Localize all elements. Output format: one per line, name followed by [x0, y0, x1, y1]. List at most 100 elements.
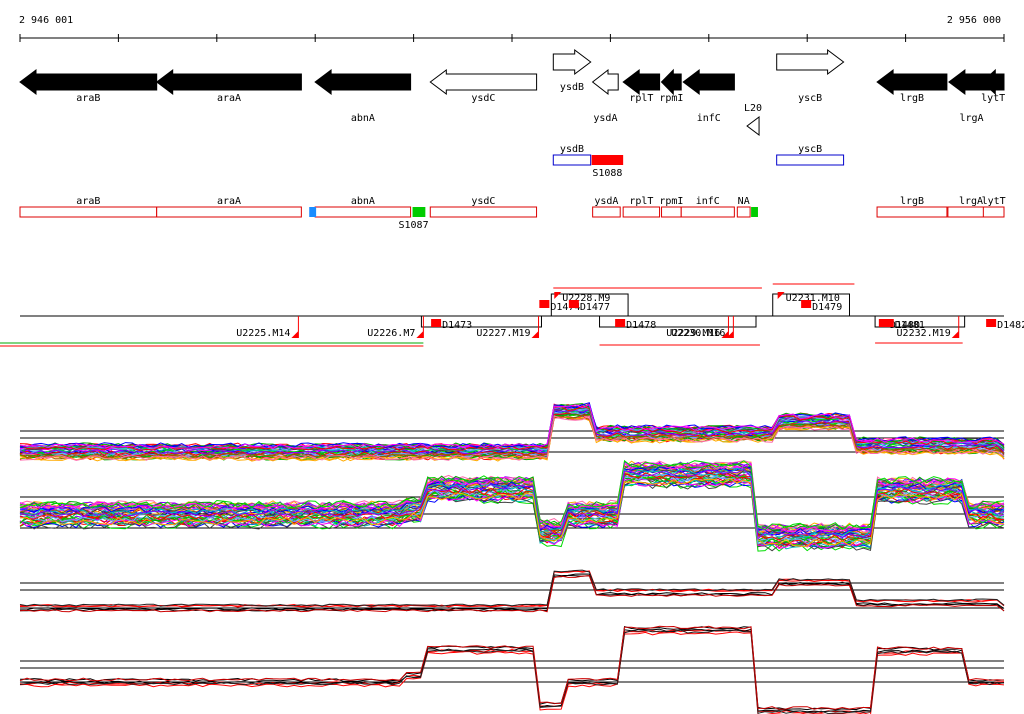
d-label-D1481: D1481	[895, 320, 925, 331]
segment-label-U2228.M9: U2228.M9	[562, 293, 610, 304]
gene-label-infC: infC	[697, 113, 721, 124]
gene-annotation-track: araB araA abnA ysdC ysdB ysdA rplT rpmI infC yscB…	[19, 49, 1005, 124]
d-marker	[986, 319, 997, 327]
d-marker	[568, 300, 579, 308]
gene-arrow	[876, 69, 948, 95]
segment-label-U2230.M16: U2230.M16	[671, 328, 725, 339]
gene-arrow	[660, 68, 682, 96]
segment-label-U2232.M19: U2232.M19	[897, 328, 951, 339]
transcript-label-abnA: abnA	[351, 196, 375, 207]
segment-triangle	[291, 331, 299, 338]
profile-line	[19, 480, 1005, 552]
transcript-label-NA: NA	[738, 196, 750, 207]
gene-rpmI	[660, 68, 682, 96]
gene-ysdA	[591, 68, 619, 96]
predicted-label-ysdB: ysdB	[560, 144, 584, 155]
gene-rplT	[622, 69, 661, 95]
gene-arrow	[155, 69, 302, 95]
predicted-fill-label: S1088	[592, 168, 622, 179]
d-label-D1479: D1479	[812, 302, 842, 313]
d-marker	[615, 319, 626, 327]
predicted-operon-track: ysdB yscB S1088	[552, 144, 845, 179]
segment-step	[420, 316, 542, 328]
transcript-box-araB	[19, 206, 158, 218]
profile-panel-1	[19, 402, 1005, 462]
ruler-end-label: 2 956 000	[947, 15, 1001, 26]
profile-line	[19, 570, 1005, 608]
terminator-track: L20	[744, 103, 762, 136]
transcript-box-infC	[680, 206, 735, 218]
segment-label-U2225.M14: U2225.M14	[236, 328, 290, 339]
profile-line	[19, 468, 1005, 540]
transcript-box-rpmI	[661, 206, 682, 218]
profile-line	[19, 629, 1005, 714]
profile-line	[19, 402, 1005, 449]
profile-line	[19, 625, 1005, 711]
d-label-D1482: D1482	[997, 320, 1024, 331]
gene-label-lytT: lytT	[981, 93, 1005, 104]
predicted-label-yscB: yscB	[798, 144, 822, 155]
transcript-label-lytT: lytT	[982, 196, 1006, 207]
segment-triangle	[777, 292, 785, 299]
gene-label-lrgB: lrgB	[900, 93, 924, 104]
gene-label-rplT: rplT	[629, 93, 653, 104]
d-marker	[883, 319, 894, 327]
transcript-label-lrgA: lrgA	[959, 196, 983, 207]
profile-panel-2	[19, 459, 1005, 552]
transcript-label-rplT: rplT	[629, 196, 653, 207]
transcript-label-araB: araB	[76, 196, 100, 207]
d-label-D1480: D1480	[890, 320, 920, 331]
gene-label-rpmI: rpmI	[659, 93, 683, 104]
transcript-box-araA	[156, 206, 302, 218]
gene-arrow	[552, 49, 592, 75]
profile-line	[19, 629, 1005, 714]
profile-line	[19, 468, 1005, 539]
transcript-box-NA	[736, 206, 751, 218]
profile-line	[19, 472, 1005, 542]
transcript-label-ysdA: ysdA	[594, 196, 618, 207]
d-label-D1478: D1478	[626, 320, 656, 331]
gene-arrow	[682, 69, 735, 95]
gene-ysdB	[552, 49, 592, 75]
gene-lrgB	[876, 69, 948, 95]
transcript-label-lrgB: lrgB	[900, 196, 924, 207]
d-label-D1474: D1474	[550, 302, 580, 313]
gene-infC	[682, 69, 735, 95]
segment-triangle	[554, 292, 562, 299]
profile-line	[19, 475, 1005, 546]
gene-label-araB: araB	[76, 93, 100, 104]
profile-line	[19, 414, 1005, 459]
transcript-label-araA: araA	[217, 196, 241, 207]
profile-line	[19, 628, 1005, 713]
transcript-box-rplT	[622, 206, 661, 218]
transcript-box-lrgB	[876, 206, 948, 218]
segment-label-U2226.M7: U2226.M7	[367, 328, 415, 339]
transcript-mark-label: S1087	[398, 220, 428, 231]
profile-line	[19, 415, 1005, 462]
terminator-symbol	[746, 116, 760, 136]
transcript-label-infC: infC	[696, 196, 720, 207]
transcript-box-ysdC	[429, 206, 538, 218]
gene-label-yscB: yscB	[798, 93, 822, 104]
gene-arrow	[776, 49, 845, 75]
gene-label-abnA: abnA	[351, 113, 375, 124]
gene-araA	[155, 69, 302, 95]
segment-triangle	[531, 331, 539, 338]
segment-label-U2229.M16: U2229.M16	[666, 328, 720, 339]
expression-profile-panels	[19, 402, 1005, 714]
gene-label-ysdA: ysdA	[593, 113, 617, 124]
d-label-D1477: D1477	[580, 302, 610, 313]
transcript-box-lytT	[982, 206, 1005, 218]
profile-line	[19, 570, 1005, 608]
profile-line	[19, 467, 1005, 539]
ruler-start-label: 2 946 001	[19, 15, 73, 26]
profile-line	[19, 459, 1005, 531]
segment-step	[599, 316, 757, 328]
transcript-box-ysdA	[592, 206, 621, 218]
gene-ysdC	[429, 69, 538, 95]
transcript-label-rpmI: rpmI	[659, 196, 683, 207]
d-marker	[801, 300, 812, 308]
profile-line	[19, 625, 1005, 710]
gene-label-ysdB: ysdB	[560, 82, 584, 93]
gene-arrow	[19, 69, 158, 95]
